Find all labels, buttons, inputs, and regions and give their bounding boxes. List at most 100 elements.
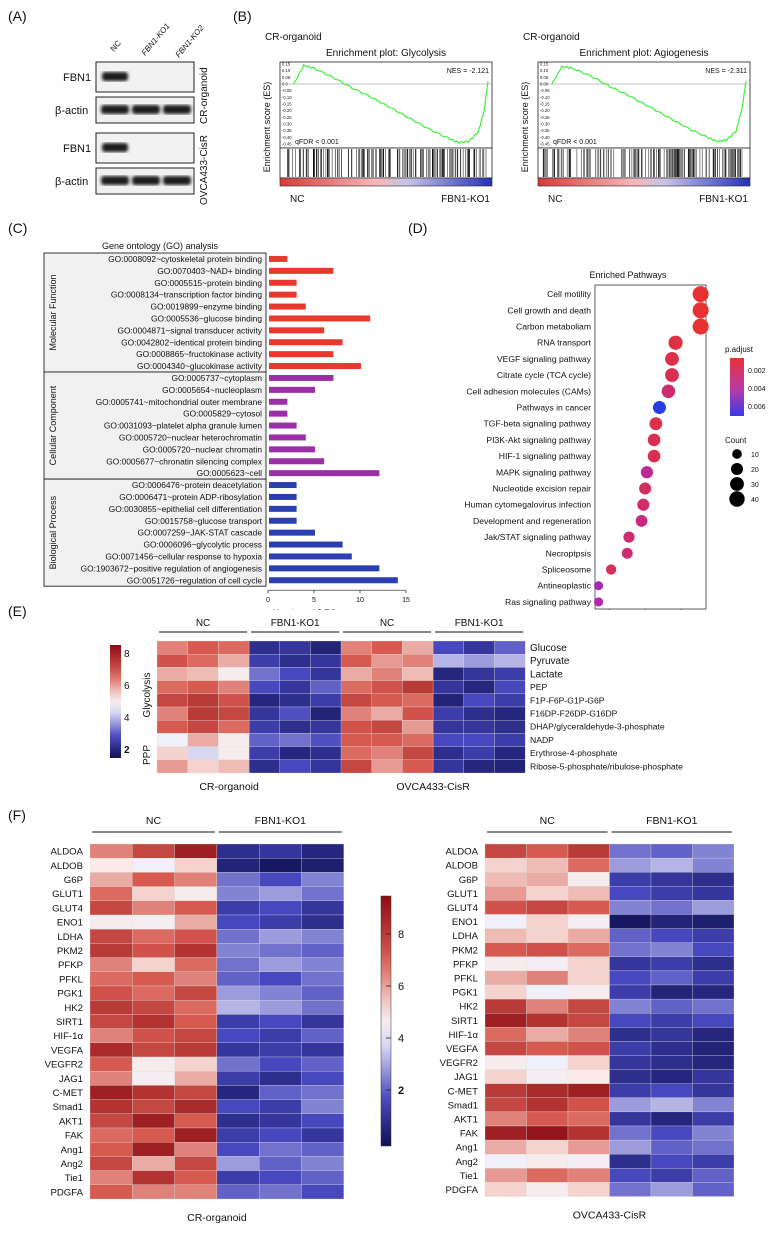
heat-f-cell	[174, 1127, 218, 1143]
heat-f-cell	[567, 1125, 610, 1141]
gsea-ytick-1-1: 0.10	[540, 68, 549, 73]
row-label-actin-2: β-actin	[55, 176, 88, 188]
go-group-label-1: Cellular Component	[48, 385, 58, 465]
heat-f-cell	[567, 843, 610, 859]
panel-label-e: (E)	[8, 603, 27, 619]
heat-e-cell	[340, 706, 372, 721]
heat-f-cell	[301, 858, 344, 873]
heat-f-cell	[216, 943, 260, 958]
padj-legend-title: p.adjust	[725, 345, 754, 354]
heat-f-cell	[567, 1027, 610, 1042]
heat-f-cell	[609, 956, 652, 972]
gsea-ytick-1-7: -0.20	[540, 108, 550, 113]
go-group-box-0	[43, 252, 267, 373]
row-label-fbn1-2: FBN1	[63, 143, 91, 155]
heat-f-cell	[650, 886, 693, 901]
heat-f-cell	[216, 858, 260, 873]
heat-e-cell	[187, 746, 219, 760]
heat-f-group-label: FBN1-KO1	[646, 815, 698, 827]
heat-e-cell	[432, 667, 464, 681]
heat-f-cell	[609, 928, 652, 943]
heat-f-cell	[301, 971, 344, 987]
dot-mark	[605, 564, 617, 575]
heat-e-cell	[187, 667, 219, 681]
heat-f-row-label: HK2	[64, 1003, 83, 1014]
dot-mark	[647, 449, 661, 463]
dot-pathway-label: HIF-1 signaling pathway	[499, 451, 592, 461]
heat-f-cell	[484, 956, 527, 972]
go-xtick-label: 15	[402, 597, 410, 604]
go-bar	[269, 410, 288, 417]
heat-e-cell	[248, 640, 280, 655]
heat-f-cell	[484, 1041, 527, 1056]
heat-f-cell	[567, 1069, 610, 1084]
heat-e-cell	[248, 759, 280, 774]
heat-f-cell	[301, 1170, 344, 1185]
heat-f-cell	[132, 1056, 175, 1072]
dot-mark	[692, 302, 709, 319]
heat-f-cell	[526, 1154, 569, 1169]
go-xtick-label: 5	[312, 597, 316, 604]
heat-f-row-label: HIF-1α	[448, 1030, 478, 1041]
heat-f-cell	[301, 843, 344, 859]
gsea-fdr-1: qFDR < 0.001	[553, 139, 597, 146]
heat-e-cell	[340, 654, 372, 668]
heat-e-cell	[187, 733, 219, 747]
go-term-label: GO:0008134~transcription factor binding	[111, 290, 262, 300]
heat-f-cell	[526, 942, 569, 957]
heat-f-row-label: JAG1	[454, 1072, 478, 1083]
heat-e-cell	[494, 654, 526, 668]
heat-e-cell	[279, 693, 311, 708]
heat-e-row-label: PEP	[530, 682, 547, 692]
heat-f-row-label: ENO1	[452, 917, 478, 928]
heat-e-cell	[310, 759, 342, 774]
heat-f-cell	[484, 1139, 527, 1155]
heat-f-row-label: FAK	[460, 1129, 479, 1140]
heat-f-cell	[692, 1083, 735, 1098]
heat-e-cell	[156, 759, 188, 774]
group-label-ovca433: OVCA433-CisR	[199, 135, 210, 205]
heat-f-row-label: G6P	[64, 875, 83, 886]
dot-pathway-label: PI3K-Akt signaling pathway	[486, 435, 591, 445]
go-term-label: GO:0005515~protein binding	[154, 278, 262, 288]
heat-e-cell	[156, 733, 188, 747]
go-group-label-2: Biological Process	[48, 495, 58, 569]
heat-e-cell	[432, 733, 464, 747]
heat-f-cell	[609, 1125, 652, 1141]
heat-e-sublabel: CR-organoid	[199, 781, 259, 793]
heat-e-cell	[248, 733, 280, 747]
heat-f-cell	[259, 1099, 302, 1114]
go-xtick-label: 10	[356, 597, 364, 604]
heat-f-cell	[89, 943, 133, 958]
gsea-ytick-0-0: 0.15	[282, 62, 291, 67]
group-label-cr-organoid: CR-organoid	[199, 67, 210, 124]
heat-f-cell	[484, 1083, 527, 1098]
heat-e-cell	[494, 693, 526, 708]
heat-f-row-label: PFKP	[453, 959, 478, 970]
gsea-ytick-1-4: -0.05	[540, 88, 550, 93]
dot-mark	[692, 286, 709, 303]
heat-f-cell	[526, 956, 569, 972]
heat-f-cell	[259, 1142, 302, 1157]
heat-f-cell	[132, 843, 175, 859]
padj-legend-tick: 0.006	[748, 404, 766, 411]
heat-e-group-label: FBN1-KO1	[455, 618, 504, 629]
heat-f-cell	[484, 1125, 527, 1141]
heat-f-cell	[259, 872, 302, 887]
heat-f-cell	[650, 1013, 693, 1028]
gsea-ylabel-0: Enrichment score (ES)	[262, 82, 272, 173]
go-term-label: GO:0005720~nuclear chromatin	[143, 444, 263, 454]
heat-f-cell	[650, 928, 693, 943]
heat-f-cell	[526, 928, 569, 943]
heat-f-cell	[259, 1113, 302, 1129]
heat-f-cell	[609, 1154, 652, 1169]
heat-f-cell	[692, 1125, 735, 1141]
heat-e-cell	[371, 680, 403, 694]
go-bar	[269, 541, 343, 548]
heat-f-cell	[650, 1097, 693, 1113]
heat-f-cell	[692, 984, 735, 1000]
heat-f-cell	[484, 928, 527, 943]
heat-f-cell	[174, 1056, 218, 1072]
heat-f-cell	[259, 914, 302, 930]
go-group-label-0: Molecular Function	[48, 274, 58, 350]
